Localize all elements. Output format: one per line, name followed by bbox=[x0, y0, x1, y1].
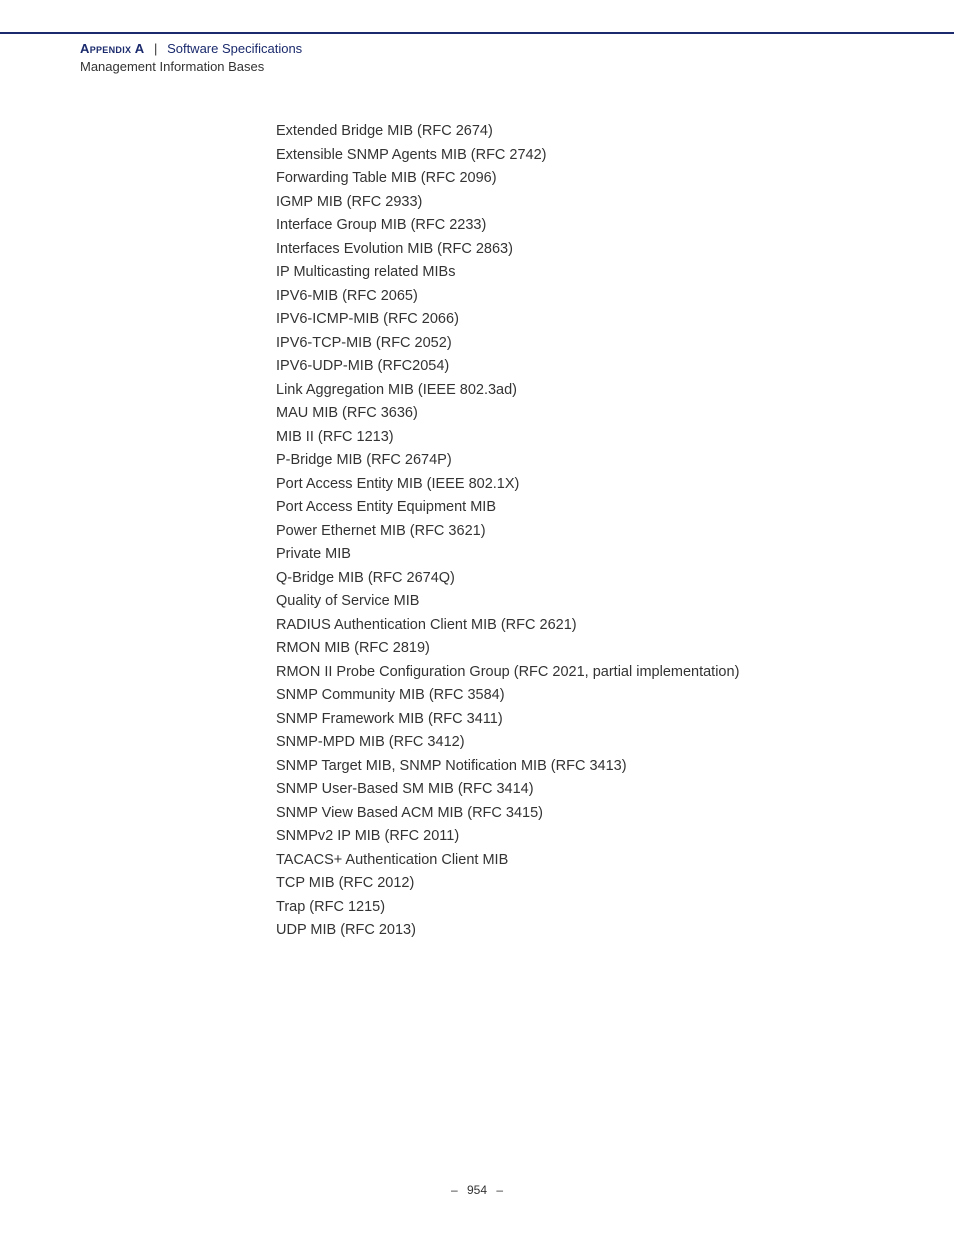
mib-entry: Quality of Service MIB bbox=[276, 590, 896, 614]
mib-list: Extended Bridge MIB (RFC 2674)Extensible… bbox=[276, 120, 896, 943]
mib-entry: IPV6-ICMP-MIB (RFC 2066) bbox=[276, 308, 896, 332]
mib-entry: SNMP-MPD MIB (RFC 3412) bbox=[276, 731, 896, 755]
footer-dash-right: – bbox=[490, 1183, 509, 1197]
mib-entry: Q-Bridge MIB (RFC 2674Q) bbox=[276, 567, 896, 591]
mib-entry: Power Ethernet MIB (RFC 3621) bbox=[276, 520, 896, 544]
mib-entry: SNMP Community MIB (RFC 3584) bbox=[276, 684, 896, 708]
section-title: Software Specifications bbox=[167, 41, 302, 56]
mib-entry: IPV6-UDP-MIB (RFC2054) bbox=[276, 355, 896, 379]
mib-entry: SNMP View Based ACM MIB (RFC 3415) bbox=[276, 802, 896, 826]
mib-entry: Interfaces Evolution MIB (RFC 2863) bbox=[276, 238, 896, 262]
mib-entry: SNMP Framework MIB (RFC 3411) bbox=[276, 708, 896, 732]
document-page: Appendix A | Software Specifications Man… bbox=[0, 0, 954, 1235]
mib-entry: UDP MIB (RFC 2013) bbox=[276, 919, 896, 943]
footer-dash-left: – bbox=[445, 1183, 464, 1197]
mib-entry: MIB II (RFC 1213) bbox=[276, 426, 896, 450]
appendix-label: Appendix A bbox=[80, 41, 144, 56]
mib-entry: TACACS+ Authentication Client MIB bbox=[276, 849, 896, 873]
header-separator: | bbox=[148, 41, 163, 56]
mib-entry: TCP MIB (RFC 2012) bbox=[276, 872, 896, 896]
mib-entry: Trap (RFC 1215) bbox=[276, 896, 896, 920]
mib-entry: RMON II Probe Configuration Group (RFC 2… bbox=[276, 661, 896, 685]
page-footer: – 954 – bbox=[0, 1183, 954, 1197]
header-rule bbox=[0, 32, 954, 34]
mib-entry: SNMPv2 IP MIB (RFC 2011) bbox=[276, 825, 896, 849]
page-header: Appendix A | Software Specifications Man… bbox=[80, 40, 302, 76]
mib-entry: Interface Group MIB (RFC 2233) bbox=[276, 214, 896, 238]
mib-entry: MAU MIB (RFC 3636) bbox=[276, 402, 896, 426]
mib-entry: SNMP Target MIB, SNMP Notification MIB (… bbox=[276, 755, 896, 779]
mib-entry: Extended Bridge MIB (RFC 2674) bbox=[276, 120, 896, 144]
page-number: 954 bbox=[467, 1183, 487, 1197]
mib-entry: Port Access Entity MIB (IEEE 802.1X) bbox=[276, 473, 896, 497]
mib-entry: IPV6-MIB (RFC 2065) bbox=[276, 285, 896, 309]
mib-entry: IGMP MIB (RFC 2933) bbox=[276, 191, 896, 215]
mib-entry: Forwarding Table MIB (RFC 2096) bbox=[276, 167, 896, 191]
subsection-title: Management Information Bases bbox=[80, 58, 302, 76]
mib-entry: RMON MIB (RFC 2819) bbox=[276, 637, 896, 661]
mib-entry: Extensible SNMP Agents MIB (RFC 2742) bbox=[276, 144, 896, 168]
mib-entry: P-Bridge MIB (RFC 2674P) bbox=[276, 449, 896, 473]
mib-entry: IP Multicasting related MIBs bbox=[276, 261, 896, 285]
mib-entry: Port Access Entity Equipment MIB bbox=[276, 496, 896, 520]
mib-entry: Link Aggregation MIB (IEEE 802.3ad) bbox=[276, 379, 896, 403]
mib-entry: IPV6-TCP-MIB (RFC 2052) bbox=[276, 332, 896, 356]
mib-entry: RADIUS Authentication Client MIB (RFC 26… bbox=[276, 614, 896, 638]
header-line-1: Appendix A | Software Specifications bbox=[80, 40, 302, 58]
mib-entry: Private MIB bbox=[276, 543, 896, 567]
mib-entry: SNMP User-Based SM MIB (RFC 3414) bbox=[276, 778, 896, 802]
